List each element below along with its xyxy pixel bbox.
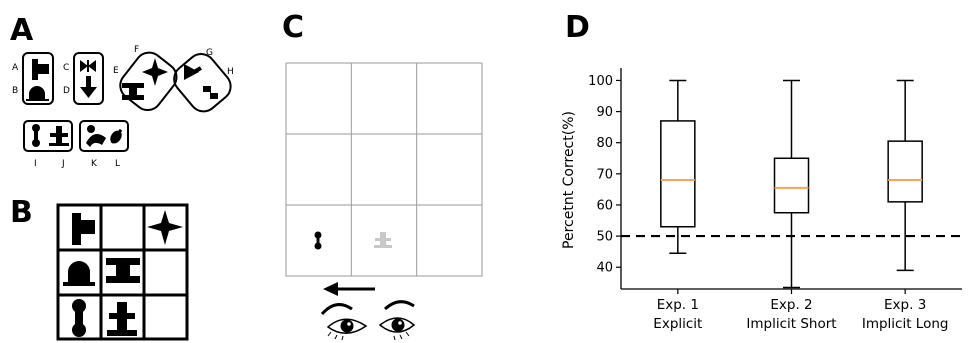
panel-b: B	[10, 195, 189, 341]
shape-label-b: B	[12, 86, 18, 96]
panel-b-grid	[56, 203, 189, 341]
panel-c-label: C	[282, 10, 304, 45]
grid-shape-a-icon	[72, 213, 95, 245]
shape-label-j: J	[61, 159, 65, 169]
shape-label-k: K	[91, 159, 98, 169]
shape-i-icon	[32, 124, 40, 147]
shape-f-icon	[142, 58, 168, 86]
iqr-box	[887, 140, 923, 203]
grid-shape-f-icon	[147, 210, 183, 245]
y-tick-label: 90	[596, 105, 613, 120]
pair-e-f-frame	[119, 51, 178, 111]
shape-label-e: E	[113, 66, 119, 76]
panel-d: D Percetnt Correct(%) 40 50 60 70 80 90 100 Ex…	[561, 10, 962, 332]
y-tick-label: 100	[588, 74, 613, 89]
shape-label-h: H	[227, 67, 234, 77]
iqr-box	[660, 120, 696, 228]
y-tick-label: 70	[596, 167, 613, 182]
shape-k-icon	[86, 125, 106, 147]
shape-l-icon	[110, 128, 123, 144]
shape-d-icon	[80, 76, 97, 98]
x-tick-label-exp: Exp. 3	[884, 297, 926, 313]
shape-j-icon	[49, 126, 69, 146]
x-tick-label-condition: Implicit Short	[746, 316, 836, 332]
panel-b-label: B	[10, 195, 33, 230]
shape-label-d: D	[63, 86, 70, 96]
display-shape-j-faded-icon	[374, 232, 392, 248]
shape-label-f: F	[134, 45, 139, 55]
panel-c-grid	[285, 62, 483, 277]
pair-k-l-frame	[79, 120, 129, 152]
shape-label-l: L	[115, 159, 120, 169]
shape-c-icon	[80, 60, 96, 72]
box-plot-2	[773, 79, 810, 289]
grid-shape-b-icon	[63, 261, 95, 286]
iqr-box	[773, 157, 810, 214]
box-plots	[660, 79, 923, 289]
x-tick-label-exp: Exp. 2	[770, 297, 812, 313]
panel-a-label: A	[10, 13, 34, 48]
pair-g-h-frame	[173, 53, 232, 113]
x-tick-label-condition: Implicit Long	[862, 316, 949, 332]
box-plot-3	[887, 79, 923, 272]
y-axis: 40 50 60 70 80 90 100	[588, 68, 622, 289]
shape-label-c: C	[63, 63, 69, 73]
x-tick-label-exp: Exp. 1	[657, 297, 699, 313]
box-plot-1	[660, 79, 696, 254]
y-tick-label: 40	[596, 261, 613, 276]
shape-label-a: A	[12, 63, 19, 73]
grid-shape-i-icon	[72, 299, 86, 337]
shape-g-icon	[184, 64, 202, 80]
panel-c-grid-border	[285, 62, 483, 277]
shape-label-g: G	[206, 48, 213, 58]
grid-shape-e-icon	[106, 258, 140, 283]
display-shape-i-icon	[314, 231, 322, 250]
x-tick-label-condition: Explicit	[653, 316, 702, 332]
shape-label-i: I	[34, 159, 37, 169]
pair-c-d-frame	[73, 52, 104, 105]
pair-a-b-frame	[22, 52, 54, 105]
eyes-icon	[320, 300, 416, 341]
grid-shape-j-icon	[107, 302, 137, 336]
pair-i-j-frame	[23, 120, 73, 152]
left-arrow-icon	[323, 282, 375, 296]
x-axis: Exp. 1 Explicit Exp. 2 Implicit Short Exp. 3…	[621, 288, 962, 332]
shape-h-icon	[203, 86, 218, 99]
panel-c: C	[282, 10, 483, 341]
y-tick-label: 60	[596, 198, 613, 213]
shape-a-icon	[32, 59, 49, 80]
panel-d-label: D	[565, 10, 590, 45]
y-tick-label: 80	[596, 136, 613, 151]
panel-a: A A B C D	[10, 13, 234, 169]
y-tick-label: 50	[596, 230, 613, 245]
shape-b-icon	[26, 86, 49, 101]
y-axis-label: Percetnt Correct(%)	[561, 111, 577, 249]
shape-e-icon	[122, 83, 144, 100]
